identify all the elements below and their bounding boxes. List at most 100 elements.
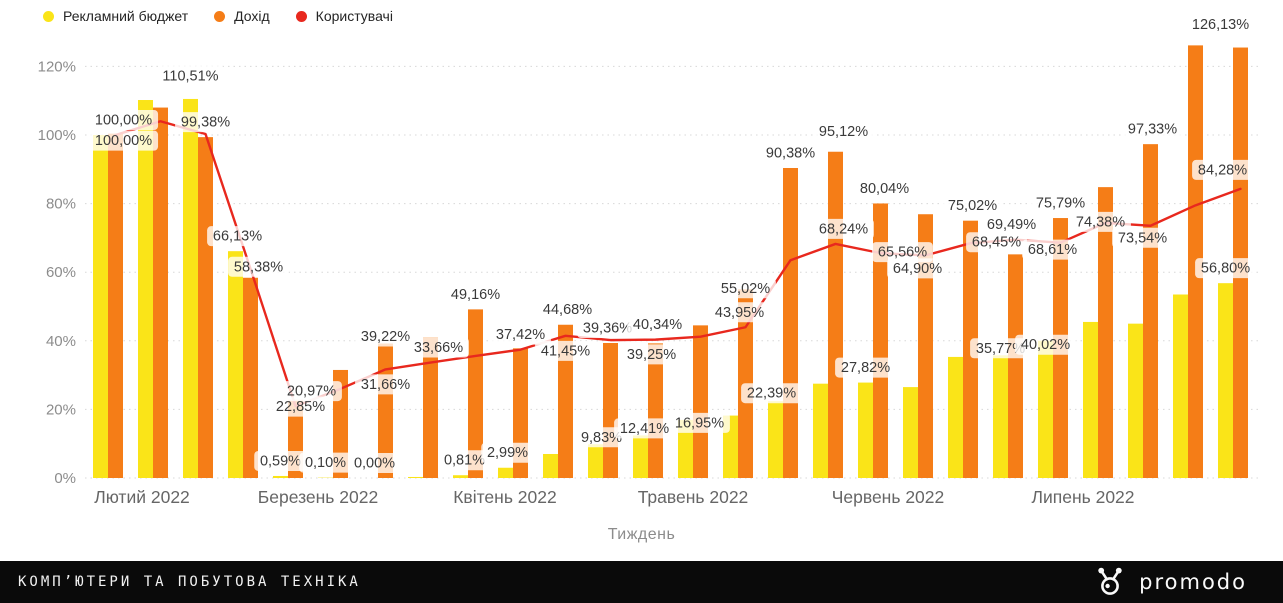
y-tick-label: 120%	[38, 58, 76, 75]
revenue-bar-week-2[interactable]	[153, 107, 168, 478]
data-label-revenue: 97,33%	[1122, 119, 1183, 140]
month-label: Березень 2022	[258, 487, 378, 507]
data-label-budget: 22,39%	[741, 383, 802, 404]
data-label-chip	[1030, 193, 1091, 214]
revenue-bar-week-16[interactable]	[783, 167, 798, 479]
revenue-bar-week-19[interactable]	[918, 214, 933, 478]
data-label-text: 27,82%	[841, 360, 890, 376]
data-label-budget: 0,10%	[299, 452, 352, 473]
data-label-text: 39,25%	[627, 347, 676, 363]
revenue-bar-week-23[interactable]	[1098, 187, 1113, 479]
budget-bar-week-26[interactable]	[1218, 283, 1233, 478]
data-label-chip	[408, 337, 469, 358]
data-label-chip	[1122, 119, 1183, 140]
revenue-bar-week-1[interactable]	[108, 133, 123, 479]
data-label-text: 110,51%	[162, 68, 218, 84]
data-label-budget: 27,82%	[835, 357, 896, 378]
revenue-bar-week-14[interactable]	[693, 325, 708, 478]
budget-bar-week-20[interactable]	[948, 356, 963, 478]
data-label-chip	[966, 232, 1027, 253]
budget-bar-week-23[interactable]	[1083, 321, 1098, 478]
data-label-text: 84,28%	[1198, 162, 1247, 178]
data-label-text: 126,13%	[1192, 17, 1249, 33]
budget-bar-week-4[interactable]	[228, 251, 243, 478]
data-label-text: 16,95%	[675, 415, 724, 431]
data-label-chip	[872, 242, 933, 263]
budget-bar-week-2[interactable]	[138, 100, 153, 478]
data-label-text: 12,41%	[620, 421, 669, 437]
data-label-chip	[254, 450, 307, 471]
revenue-bar-week-9[interactable]	[468, 309, 483, 478]
budget-bar-week-9[interactable]	[453, 475, 468, 478]
data-label-text: 95,12%	[819, 124, 868, 140]
data-label-text: 43,95%	[715, 305, 764, 321]
data-label-chip	[981, 214, 1042, 235]
data-label-chip	[854, 178, 915, 199]
month-label: Червень 2022	[832, 487, 945, 507]
budget-bar-week-18[interactable]	[858, 382, 873, 478]
data-label-chip	[741, 383, 802, 404]
revenue-bar-week-17[interactable]	[828, 151, 843, 478]
budget-bar-week-10[interactable]	[498, 467, 513, 478]
legend-item-revenue[interactable]: Дохід	[214, 8, 270, 24]
data-label-chip	[1015, 334, 1076, 355]
data-label-budget: 110,51%	[155, 65, 226, 86]
data-label-text: 49,16%	[451, 287, 500, 303]
budget-bar-week-22[interactable]	[1038, 340, 1053, 478]
revenue-bar-week-11[interactable]	[558, 324, 573, 478]
budget-bar-week-25[interactable]	[1173, 294, 1188, 478]
data-label-chip	[887, 258, 948, 279]
data-label-chip	[1195, 258, 1256, 279]
data-label-revenue: 44,68%	[537, 299, 598, 320]
data-label-users: 100,00%	[88, 110, 159, 130]
budget-bar-week-17[interactable]	[813, 383, 828, 478]
legend-item-budget[interactable]: Рекламний бюджет	[43, 8, 188, 24]
legend-label-revenue: Дохід	[234, 8, 270, 24]
budget-bar-week-13[interactable]	[633, 435, 648, 478]
data-label-text: 69,49%	[987, 217, 1036, 233]
revenue-bar-week-3[interactable]	[198, 137, 213, 479]
budget-bar-week-8[interactable]	[408, 476, 423, 478]
data-label-chip	[175, 112, 236, 133]
data-label-text: 100,00%	[95, 133, 152, 149]
data-label-text: 80,04%	[860, 181, 909, 197]
month-label: Лютий 2022	[94, 487, 190, 507]
data-label-text: 73,54%	[1118, 230, 1167, 246]
data-label-users: 68,24%	[813, 218, 874, 239]
revenue-bar-week-24[interactable]	[1143, 144, 1158, 479]
data-label-text: 90,38%	[766, 145, 815, 161]
revenue-bar-week-21[interactable]	[1008, 254, 1023, 478]
budget-bar-week-21[interactable]	[993, 355, 1008, 478]
data-label-chip	[1192, 159, 1253, 180]
data-label-text: 41,45%	[541, 343, 590, 359]
y-tick-label: 0%	[54, 470, 76, 487]
data-label-chip	[669, 412, 730, 433]
revenue-bar-week-18[interactable]	[873, 203, 888, 478]
data-label-text: 66,13%	[213, 229, 262, 245]
data-label-budget: 0,81%	[438, 450, 491, 471]
promodo-logo: promodo	[1093, 566, 1247, 598]
budget-bar-week-19[interactable]	[903, 387, 918, 478]
budget-bar-week-24[interactable]	[1128, 323, 1143, 478]
budget-bar-week-5[interactable]	[273, 475, 288, 478]
data-label-chip	[537, 299, 598, 320]
revenue-bar-week-12[interactable]	[603, 342, 618, 478]
data-label-text: 0,59%	[260, 453, 301, 469]
budget-bar-week-14[interactable]	[678, 419, 693, 478]
budget-bar-week-12[interactable]	[588, 444, 603, 478]
legend-item-users[interactable]: Користувачі	[295, 8, 393, 24]
revenue-bar-week-4[interactable]	[243, 277, 258, 478]
budget-bar-week-16[interactable]	[768, 401, 783, 478]
revenue-bar-week-13[interactable]	[648, 343, 663, 478]
revenue-bar-week-8[interactable]	[423, 337, 438, 478]
data-label-chip	[760, 142, 821, 163]
data-label-text: 75,02%	[948, 198, 997, 214]
data-label-chip	[270, 396, 331, 417]
y-tick-label: 100%	[38, 127, 76, 144]
budget-bar-week-1[interactable]	[93, 135, 108, 478]
data-label-users: 40,34%	[627, 314, 688, 335]
promodo-wordmark: promodo	[1139, 570, 1247, 594]
budget-bar-week-11[interactable]	[543, 453, 558, 478]
budget-bar-week-3[interactable]	[183, 98, 198, 479]
y-tick-label: 80%	[46, 196, 76, 213]
